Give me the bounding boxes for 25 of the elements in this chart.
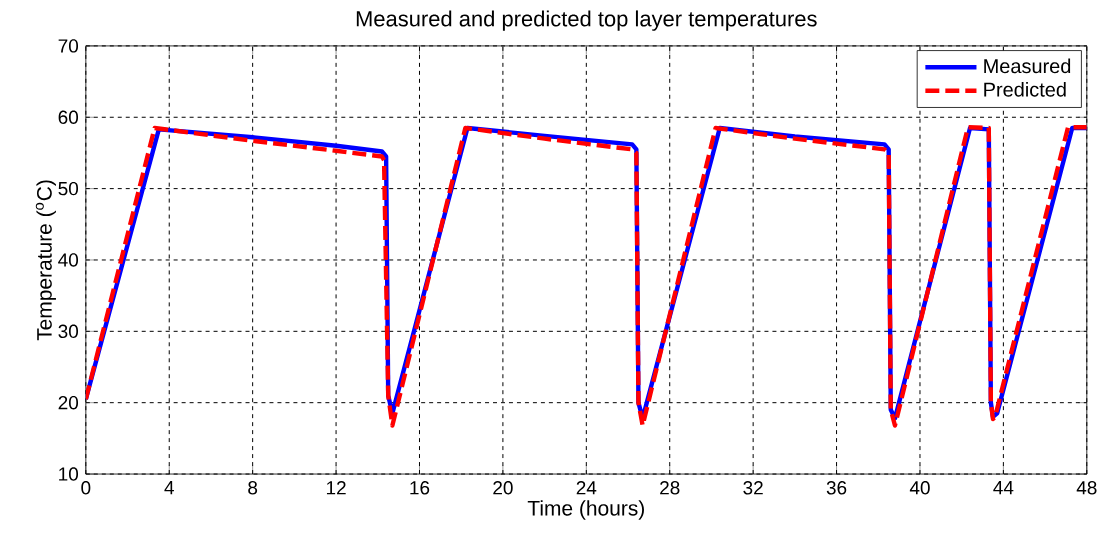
x-tick-label: 16 — [410, 481, 430, 495]
x-tick-label: 12 — [326, 481, 346, 495]
y-tick-label: 70 — [58, 39, 79, 53]
x-tick-label: 8 — [248, 481, 258, 495]
legend-label: Measured — [984, 58, 1071, 74]
x-axis-title: Time (hours) — [527, 500, 644, 520]
y-axis-title: Temperature ($^{o}$C) — [35, 180, 56, 341]
chart-title: Measured and predicted top layer temperatures — [356, 10, 817, 31]
legend-label: Predicted — [984, 82, 1066, 97]
x-tick-label: 32 — [743, 481, 763, 495]
x-tick-label: 28 — [660, 481, 680, 495]
x-tick-label: 4 — [164, 481, 174, 495]
x-tick-label: 36 — [826, 481, 847, 495]
x-tick-label: 48 — [1076, 481, 1097, 495]
x-tick-label: 40 — [909, 481, 930, 495]
y-tick-label: 40 — [58, 253, 79, 267]
y-tick-label: 30 — [58, 324, 79, 339]
x-tick-label: 44 — [993, 481, 1014, 495]
x-tick-label: 20 — [493, 481, 513, 495]
x-tick-label: 0 — [81, 481, 91, 495]
y-tick-label: 10 — [59, 467, 79, 481]
y-tick-label: 50 — [58, 181, 79, 196]
x-tick-label: 24 — [576, 481, 597, 495]
y-tick-label: 60 — [58, 110, 79, 125]
y-tick-label: 20 — [58, 396, 79, 410]
